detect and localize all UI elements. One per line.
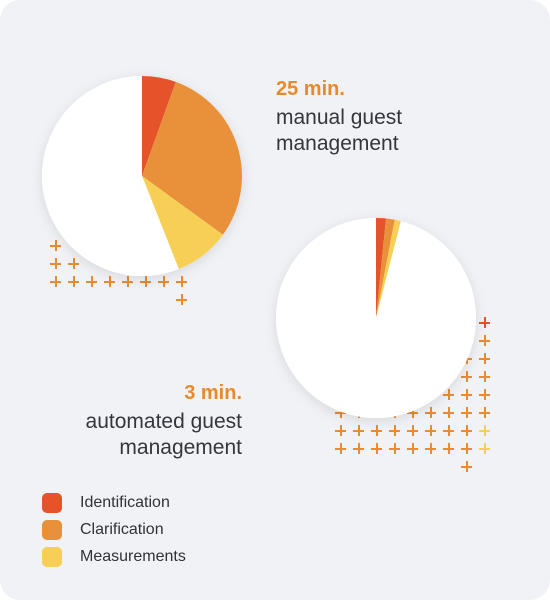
legend-swatch-clarification xyxy=(42,519,62,540)
legend-label-identification: Identification xyxy=(80,493,170,511)
legend-label-measurements: Measurements xyxy=(80,547,186,565)
grid-top-plus-icon xyxy=(176,276,187,287)
grid-bottom-plus-icon xyxy=(425,443,436,454)
grid-bottom-plus-icon xyxy=(479,389,490,400)
grid-bottom-plus-icon xyxy=(407,407,418,418)
grid-top-plus-icon xyxy=(50,258,61,269)
grid-bottom-plus-icon xyxy=(479,317,490,328)
legend-item-identification: Identification xyxy=(42,489,186,516)
grid-bottom-plus-icon xyxy=(479,371,490,382)
automated-label: 3 min. automated guest management xyxy=(2,380,242,461)
legend-label-clarification: Clarification xyxy=(80,520,164,538)
pie-chart-manual xyxy=(40,74,244,283)
grid-bottom-plus-icon xyxy=(461,407,472,418)
plus-pattern-bottom xyxy=(335,317,495,477)
automated-slice-identification xyxy=(376,218,387,318)
grid-top-plus-icon xyxy=(86,276,97,287)
grid-top-plus-icon xyxy=(158,276,169,287)
legend: Identification Clarification Measurement… xyxy=(42,489,186,570)
plus-pattern-top xyxy=(50,240,200,310)
grid-bottom-plus-icon xyxy=(443,425,454,436)
grid-bottom-plus-icon xyxy=(389,425,400,436)
grid-top-plus-icon xyxy=(104,276,115,287)
manual-label: 25 min. manual guest management xyxy=(276,76,402,157)
automated-value: 3 min. xyxy=(184,382,242,404)
grid-bottom-plus-icon xyxy=(479,407,490,418)
manual-slice-remainder xyxy=(42,76,179,276)
grid-bottom-plus-icon xyxy=(443,389,454,400)
grid-bottom-plus-icon xyxy=(461,425,472,436)
grid-top-plus-icon xyxy=(122,276,133,287)
grid-bottom-plus-icon xyxy=(425,425,436,436)
grid-top-plus-icon xyxy=(176,294,187,305)
manual-line1: manual guest xyxy=(276,106,403,129)
automated-slice-clarification xyxy=(376,218,395,318)
grid-bottom-plus-icon xyxy=(335,425,346,436)
manual-slice-identification xyxy=(142,76,176,176)
legend-swatch-measurements xyxy=(42,546,62,567)
pie-chart-automated-svg xyxy=(276,218,476,418)
manual-line2: management xyxy=(276,132,399,155)
grid-top-plus-icon xyxy=(68,258,79,269)
grid-bottom-plus-icon xyxy=(371,425,382,436)
grid-bottom-plus-icon xyxy=(461,461,472,472)
legend-swatch-identification xyxy=(42,492,62,513)
grid-bottom-plus-icon xyxy=(335,407,346,418)
automated-line1: automated guest xyxy=(85,410,242,433)
grid-bottom-plus-icon xyxy=(407,425,418,436)
grid-bottom-plus-icon xyxy=(479,335,490,346)
grid-bottom-plus-icon xyxy=(461,443,472,454)
grid-bottom-plus-icon xyxy=(479,425,490,436)
grid-bottom-plus-icon xyxy=(407,443,418,454)
grid-bottom-plus-icon xyxy=(389,443,400,454)
pie-chart-manual-svg xyxy=(42,76,242,276)
pie-chart-automated xyxy=(274,216,478,425)
grid-bottom-plus-icon xyxy=(443,443,454,454)
manual-slice-measurements xyxy=(142,176,223,269)
grid-bottom-plus-icon xyxy=(461,389,472,400)
grid-top-plus-icon xyxy=(50,276,61,287)
grid-top-plus-icon xyxy=(140,276,151,287)
grid-top-plus-icon xyxy=(50,240,61,251)
manual-slice-clarification xyxy=(142,81,242,235)
grid-bottom-plus-icon xyxy=(371,443,382,454)
grid-bottom-plus-icon xyxy=(353,425,364,436)
automated-slice-remainder xyxy=(276,218,476,418)
legend-item-clarification: Clarification xyxy=(42,516,186,543)
automated-slice-measurements xyxy=(376,219,401,318)
manual-value: 25 min. xyxy=(276,78,345,100)
legend-item-measurements: Measurements xyxy=(42,543,186,570)
grid-bottom-plus-icon xyxy=(479,443,490,454)
grid-bottom-plus-icon xyxy=(479,353,490,364)
grid-bottom-plus-icon xyxy=(443,407,454,418)
grid-bottom-plus-icon xyxy=(461,371,472,382)
grid-bottom-plus-icon xyxy=(425,407,436,418)
grid-top-plus-icon xyxy=(68,276,79,287)
automated-line2: management xyxy=(119,436,242,459)
grid-bottom-plus-icon xyxy=(335,443,346,454)
grid-bottom-plus-icon xyxy=(353,443,364,454)
